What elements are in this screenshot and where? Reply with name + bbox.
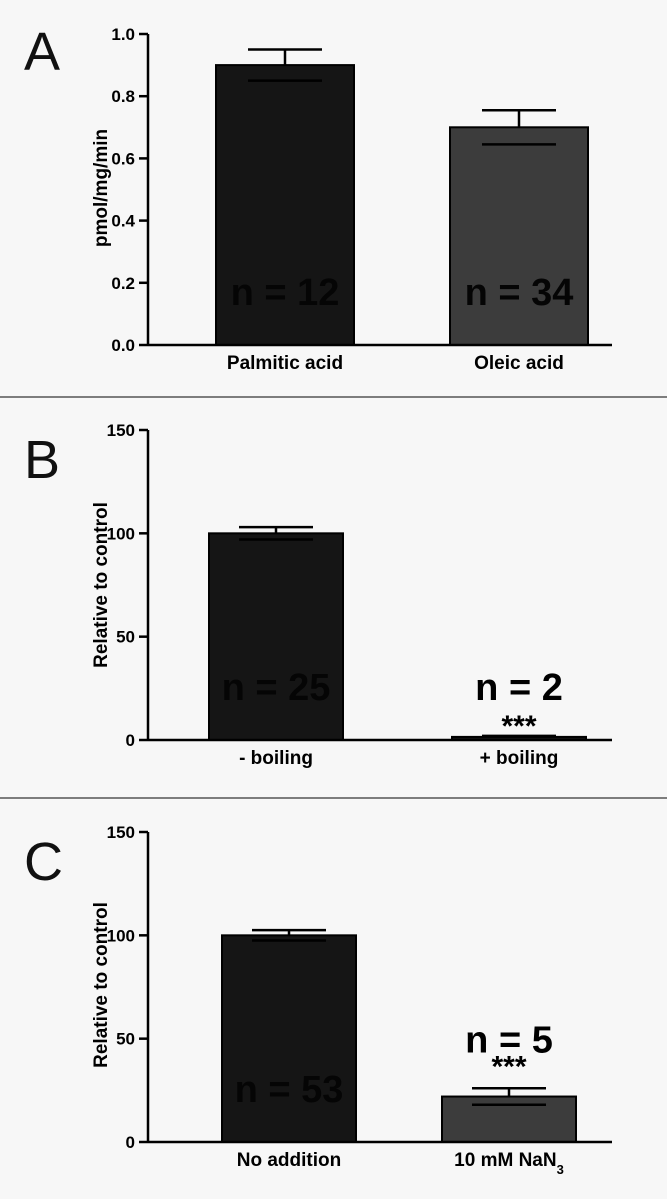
y-tick-label: 150 — [107, 421, 135, 440]
panel-label: A — [24, 22, 60, 82]
n-label: n = 53 — [235, 1069, 344, 1111]
n-label: n = 5 — [465, 1019, 553, 1061]
category-label: + boiling — [480, 748, 559, 769]
significance-marker: *** — [491, 1050, 526, 1083]
n-label: n = 25 — [222, 667, 331, 709]
y-axis-label: Relative to control — [91, 502, 112, 668]
y-tick-label: 0.6 — [111, 149, 135, 168]
y-tick-label: 0 — [126, 1133, 135, 1152]
panel-separators — [0, 396, 667, 799]
y-tick-label: 0.4 — [111, 212, 135, 231]
category-label: 10 mM NaN3 — [454, 1150, 564, 1177]
error-bar — [482, 108, 556, 146]
y-tick-label: 150 — [107, 823, 135, 842]
panel-label: C — [24, 832, 63, 892]
panel-label: B — [24, 430, 60, 490]
n-label: n = 34 — [465, 272, 574, 314]
error-bar — [248, 48, 322, 82]
error-bar — [239, 525, 313, 541]
y-tick-label: 50 — [116, 628, 135, 647]
y-tick-label: 100 — [107, 524, 135, 543]
panel-b: B Relative to control n = 25 - boiling n =… — [24, 421, 612, 769]
category-label: No addition — [237, 1150, 341, 1171]
y-tick-label: 0.0 — [111, 336, 135, 355]
bar — [221, 934, 357, 1143]
category-label: - boiling — [239, 748, 313, 769]
y-tick-label: 0.2 — [111, 274, 135, 293]
n-label: n = 12 — [231, 272, 340, 314]
category-label: Palmitic acid — [227, 353, 343, 374]
error-bar — [482, 734, 556, 738]
y-tick-label: 1.0 — [111, 25, 135, 44]
y-tick-label: 100 — [107, 926, 135, 945]
bar — [215, 64, 355, 346]
bar — [441, 1095, 577, 1143]
panel-c: C Relative to control n = 53 No addition n… — [24, 823, 612, 1177]
y-tick-label: 0.8 — [111, 87, 135, 106]
significance-marker: *** — [501, 710, 536, 743]
y-tick-label: 0 — [126, 731, 135, 750]
panel-a: A pmol/mg/min n = 12 Palmitic acid n = 34 O… — [24, 22, 612, 374]
bar — [208, 532, 344, 741]
y-axis-label: pmol/mg/min — [91, 129, 112, 247]
y-tick-label: 50 — [116, 1030, 135, 1049]
category-label: Oleic acid — [474, 353, 564, 374]
y-axis-label: Relative to control — [91, 902, 112, 1068]
error-bar — [252, 928, 326, 942]
error-bar — [472, 1087, 546, 1107]
n-label: n = 2 — [475, 667, 563, 709]
